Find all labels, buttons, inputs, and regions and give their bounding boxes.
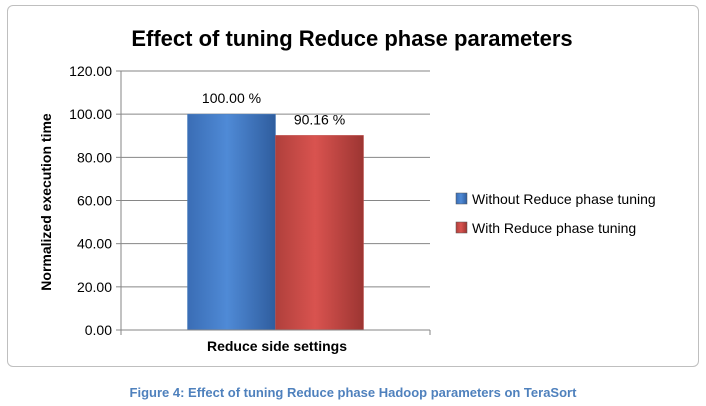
bar-without-tuning <box>187 113 276 331</box>
y-axis-label: Normalized execution time <box>38 113 54 291</box>
x-axis-label: Reduce side settings <box>207 338 347 354</box>
legend-entry: Without Reduce phase tuning <box>472 191 656 207</box>
y-tick-label: 40.00 <box>77 236 112 252</box>
y-tick-label: 120.00 <box>69 63 112 79</box>
data-label: 90.16 % <box>294 111 345 127</box>
y-tick-label: 60.00 <box>77 193 112 209</box>
y-tick-label: 0.00 <box>85 322 112 338</box>
y-tick-label: 80.00 <box>77 149 112 165</box>
y-tick-label: 100.00 <box>69 106 112 122</box>
figure-caption: Figure 4: Effect of tuning Reduce phase … <box>129 385 577 400</box>
legend-entry: With Reduce phase tuning <box>472 220 636 236</box>
legend-swatch <box>455 221 468 234</box>
y-tick-label: 20.00 <box>77 279 112 295</box>
bar-with-tuning <box>275 135 364 331</box>
legend: Without Reduce phase tuning With Reduce p… <box>455 191 656 236</box>
chart-title: Effect of tuning Reduce phase parameters <box>131 26 572 51</box>
bar-chart: Effect of tuning Reduce phase parameters… <box>38 26 656 354</box>
legend-swatch <box>455 192 468 205</box>
data-label: 100.00 % <box>202 90 261 106</box>
